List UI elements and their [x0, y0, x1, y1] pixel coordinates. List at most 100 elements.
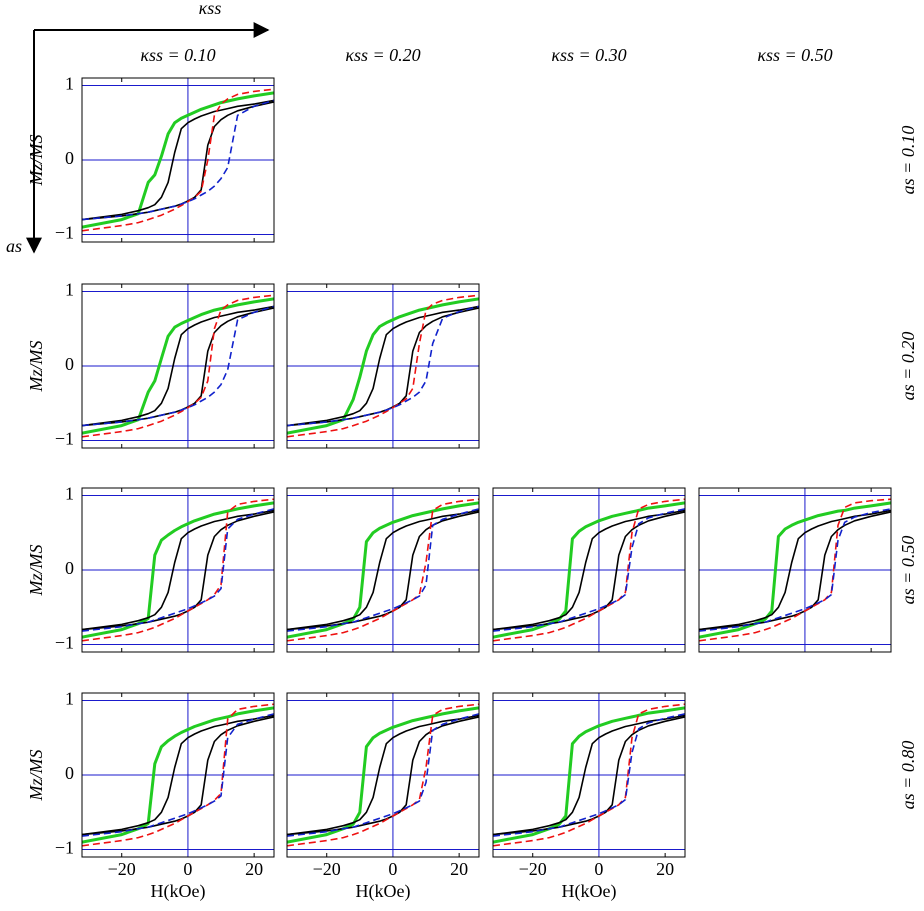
series-line — [287, 509, 479, 631]
series-line — [82, 498, 274, 642]
row-label: as = 0.20 — [898, 332, 918, 401]
y-tick-label: −1 — [55, 633, 74, 653]
x-axis-label: H(kOe) — [151, 881, 206, 902]
series-line — [82, 305, 274, 427]
series-line — [287, 305, 479, 427]
x-tick-label: −20 — [519, 859, 547, 879]
series-line — [287, 508, 479, 632]
row-label: as = 0.10 — [898, 126, 918, 195]
y-tick-label: −1 — [55, 838, 74, 858]
series-line — [82, 99, 274, 221]
series-line — [699, 501, 891, 639]
panel: −20 0 20 H(kOe) — [492, 692, 686, 902]
x-arrow-label: κss — [199, 0, 222, 18]
panel — [698, 487, 892, 653]
panel: −20 0 20 H(kOe) — [286, 692, 480, 902]
x-tick-label: 20 — [450, 859, 468, 879]
series-line — [287, 706, 479, 844]
series-line — [699, 508, 891, 632]
x-axis-label: H(kOe) — [356, 881, 411, 902]
plot-frame — [81, 283, 275, 449]
column-label: κss = 0.50 — [757, 45, 832, 65]
plot-frame — [286, 487, 480, 653]
series-line — [287, 713, 479, 837]
x-tick-label: −20 — [313, 859, 341, 879]
series-line — [699, 509, 891, 631]
x-tick-label: −20 — [108, 859, 136, 879]
y-arrow-label: as — [6, 236, 22, 256]
y-tick-label: −1 — [55, 223, 74, 243]
series-line — [287, 498, 479, 642]
series-line — [82, 703, 274, 847]
plot-frame — [286, 283, 480, 449]
series-line — [82, 508, 274, 632]
y-tick-label: 0 — [65, 354, 74, 374]
x-tick-label: 20 — [656, 859, 674, 879]
plot-frame — [492, 487, 686, 653]
row-label: as = 0.80 — [898, 741, 918, 810]
series-line — [493, 716, 685, 836]
y-axis-label: Mz/MS — [26, 341, 46, 393]
y-axis-label: Mz/MS — [26, 750, 46, 802]
series-line — [493, 706, 685, 844]
series-line — [82, 297, 274, 435]
row-label: as = 0.50 — [898, 536, 918, 605]
series-line — [287, 714, 479, 836]
plot-frame — [81, 487, 275, 653]
series-line — [287, 305, 479, 427]
x-axis-label: H(kOe) — [562, 881, 617, 902]
series-line — [287, 297, 479, 435]
y-tick-label: 1 — [65, 280, 74, 300]
plot-frame — [81, 77, 275, 243]
panel — [492, 487, 686, 653]
x-tick-label: 0 — [594, 859, 603, 879]
series-line — [493, 508, 685, 632]
y-tick-label: 1 — [65, 689, 74, 709]
column-label: κss = 0.30 — [551, 45, 626, 65]
x-tick-label: 0 — [183, 859, 192, 879]
series-line — [82, 88, 274, 232]
plot-frame — [698, 487, 892, 653]
panel: −1 0 1 Mz/MS — [26, 484, 275, 653]
series-line — [82, 99, 274, 221]
y-tick-label: 0 — [65, 558, 74, 578]
y-tick-label: −1 — [55, 429, 74, 449]
series-line — [287, 703, 479, 847]
series-line — [82, 91, 274, 229]
y-axis-label: Mz/MS — [26, 135, 46, 187]
panel — [286, 283, 480, 449]
series-line — [287, 716, 479, 836]
series-line — [493, 703, 685, 847]
series-line — [493, 498, 685, 642]
series-line — [82, 305, 274, 427]
series-line — [287, 511, 479, 631]
series-line — [699, 511, 891, 631]
y-axis-label: Mz/MS — [26, 545, 46, 597]
y-tick-label: 0 — [65, 148, 74, 168]
y-tick-label: 0 — [65, 763, 74, 783]
series-line — [493, 501, 685, 639]
plot-frame — [81, 692, 275, 858]
x-tick-label: 20 — [245, 859, 263, 879]
panel: −1 0 1 Mz/MS — [26, 74, 275, 243]
panel: −1 0 1 Mz/MS — [26, 280, 275, 449]
plot-frame — [492, 692, 686, 858]
series-line — [493, 509, 685, 631]
plot-frame — [286, 692, 480, 858]
series-line — [287, 501, 479, 639]
panel — [286, 487, 480, 653]
series-line — [82, 294, 274, 438]
series-line — [287, 294, 479, 438]
x-tick-label: 0 — [388, 859, 397, 879]
y-tick-label: 1 — [65, 74, 74, 94]
column-label: κss = 0.10 — [140, 45, 215, 65]
series-line — [493, 511, 685, 631]
series-line — [699, 498, 891, 642]
series-line — [493, 713, 685, 837]
column-label: κss = 0.20 — [345, 45, 420, 65]
y-tick-label: 1 — [65, 484, 74, 504]
series-line — [82, 713, 274, 837]
panel: −1 0 1 −20 0 20 Mz/MS H(kOe) — [26, 689, 275, 902]
series-line — [493, 714, 685, 836]
